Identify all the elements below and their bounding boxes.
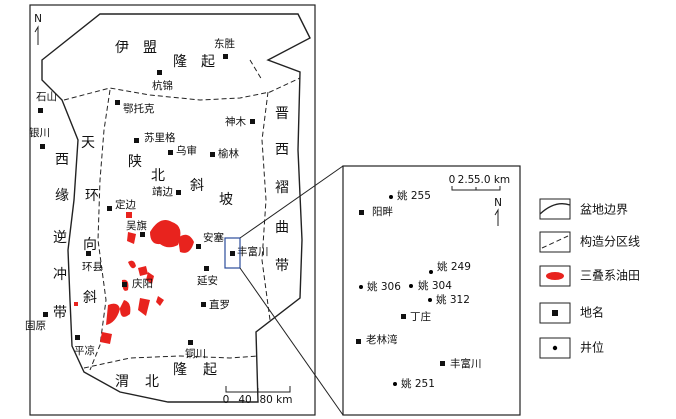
place-label: 鄂托克 [123, 102, 155, 115]
place-label: 安塞 [203, 231, 224, 244]
region-label: 斜 [83, 290, 97, 306]
region-labels: 伊 盟 隆 起 天 环 向 斜 西 缘 逆 冲 带 陕 北 斜 坡 晋 西 褶 … [53, 40, 289, 390]
well-label: 姚 249 [437, 260, 471, 273]
region-label: 北 [145, 374, 159, 390]
inset-scale: 0 2.5 5.0 km [449, 174, 510, 191]
place-label: 吴旗 [126, 219, 147, 232]
region-label: 曲 [275, 220, 289, 236]
region-label: 北 [151, 168, 165, 184]
region-label: 盟 [143, 40, 157, 56]
region-label: 褶 [275, 180, 289, 196]
region-label: 带 [275, 258, 289, 274]
region-label: 缘 [55, 188, 69, 204]
region-label: 陕 [128, 154, 142, 170]
basin-boundary [41, 13, 311, 403]
inset-locator [224, 237, 241, 269]
zone-line [63, 77, 301, 101]
north-label: N [494, 197, 502, 209]
place-label: 直罗 [209, 298, 230, 311]
legend-label: 井位 [580, 340, 604, 355]
place-label: 庆阳 [132, 277, 153, 290]
zone-line [261, 91, 271, 321]
place-label: 乌审 [176, 144, 197, 157]
region-label: 斜 [190, 178, 204, 194]
region-label: 天 [81, 135, 95, 151]
place-label: 平凉 [74, 344, 95, 357]
region-label: 隆 [173, 54, 187, 70]
connector [239, 267, 344, 416]
region-label: 西 [275, 142, 289, 158]
north-arrow: N [34, 13, 42, 45]
place-label: 固原 [25, 320, 46, 332]
place-label: 延安 [197, 274, 218, 287]
place-label: 银川 [29, 126, 50, 139]
places: 东胜 杭锦 鄂托克 石山 银川 神木 苏里格 乌审 榆林 定边 吴旗 靖边 安塞… [25, 37, 269, 360]
region-label: 向 [83, 237, 97, 253]
place-label: 铜川 [185, 348, 206, 360]
region-label: 渭 [115, 374, 129, 390]
zone-line [83, 355, 259, 369]
scale-bar: 0 40 80 km [223, 386, 293, 406]
legend-label: 地名 [580, 305, 604, 320]
inset-north: N [494, 197, 502, 226]
scale-label: 0 [449, 174, 456, 186]
well-label: 姚 251 [401, 377, 435, 390]
place-label: 丰富川 [237, 245, 269, 258]
place-label: 老林湾 [366, 333, 398, 346]
region-label: 冲 [53, 267, 67, 283]
inset-frame [342, 165, 521, 416]
place-label: 环县 [82, 261, 103, 273]
wells: 姚 255 姚 249 姚 306 姚 304 姚 312 姚 251 [359, 189, 471, 390]
scale-label: 40 [238, 394, 251, 406]
zone-line [89, 89, 111, 371]
place-label: 靖边 [152, 185, 173, 198]
region-label: 起 [203, 362, 217, 378]
north-label: N [34, 13, 42, 25]
map-frame [29, 4, 316, 416]
region-label: 坡 [219, 192, 233, 208]
well-label: 姚 312 [436, 293, 470, 306]
well-label: 姚 306 [367, 280, 401, 293]
zone-line [249, 59, 263, 81]
place-label: 杭锦 [152, 79, 173, 92]
scale-label: 2.5 [458, 174, 475, 186]
place-label: 阳畔 [372, 205, 393, 218]
region-label: 起 [201, 54, 215, 70]
place-label: 苏里格 [144, 131, 176, 144]
place-label: 神木 [225, 115, 246, 128]
place-label: 丁庄 [410, 310, 431, 323]
region-label: 晋 [275, 106, 289, 122]
well-label: 姚 304 [418, 279, 452, 292]
region-label: 环 [85, 188, 99, 204]
region-label: 逆 [53, 230, 67, 246]
legend: 盆地边界 构造分区线 三叠系油田 地名 井位 [539, 198, 640, 359]
region-label: 隆 [173, 362, 187, 378]
scale-label: 5.0 km [474, 174, 510, 186]
scale-label: 0 [223, 394, 230, 406]
region-label: 伊 [115, 40, 129, 56]
place-label: 石山 [36, 91, 57, 103]
place-label: 定边 [115, 198, 136, 211]
legend-label: 三叠系油田 [580, 269, 640, 283]
legend-label: 构造分区线 [580, 234, 640, 249]
place-label: 榆林 [218, 147, 239, 160]
connector [239, 165, 344, 239]
inset-places: 阳畔 丁庄 老林湾 丰富川 [356, 205, 482, 370]
region-label: 带 [53, 305, 67, 321]
legend-label: 盆地边界 [580, 203, 628, 217]
well-label: 姚 255 [397, 189, 431, 202]
place-label: 丰富川 [450, 357, 482, 370]
place-label: 东胜 [214, 37, 235, 50]
scale-label: 80 km [259, 394, 292, 406]
region-label: 西 [55, 152, 69, 168]
